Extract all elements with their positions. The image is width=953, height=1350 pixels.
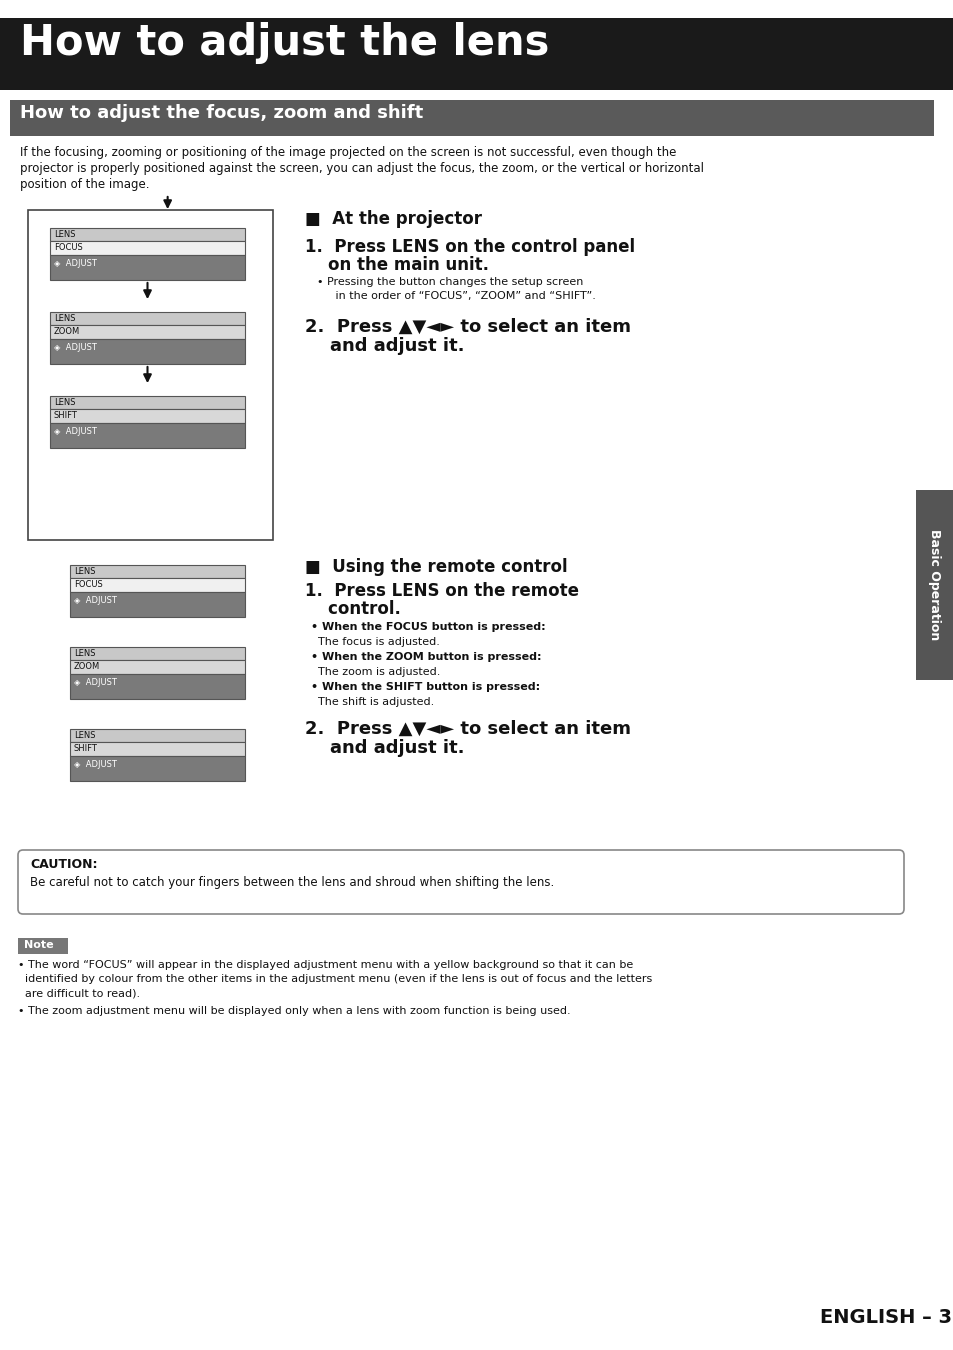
Bar bbox=[70, 660, 245, 674]
Text: ENGLISH – 37: ENGLISH – 37 bbox=[820, 1308, 953, 1327]
Text: SHIFT: SHIFT bbox=[54, 410, 78, 420]
Text: • Pressing the button changes the setup screen: • Pressing the button changes the setup … bbox=[316, 277, 583, 288]
Text: • When the ZOOM button is pressed:: • When the ZOOM button is pressed: bbox=[311, 652, 541, 662]
Bar bbox=[50, 325, 245, 339]
Text: If the focusing, zooming or positioning of the image projected on the screen is : If the focusing, zooming or positioning … bbox=[20, 146, 676, 159]
Bar bbox=[50, 255, 245, 279]
Text: FOCUS: FOCUS bbox=[54, 243, 83, 252]
Bar bbox=[0, 18, 953, 90]
Text: Be careful not to catch your fingers between the lens and shroud when shifting t: Be careful not to catch your fingers bet… bbox=[30, 876, 554, 890]
Text: in the order of “FOCUS”, “ZOOM” and “SHIFT”.: in the order of “FOCUS”, “ZOOM” and “SHI… bbox=[325, 292, 596, 301]
Text: • When the SHIFT button is pressed:: • When the SHIFT button is pressed: bbox=[311, 682, 539, 693]
Text: LENS: LENS bbox=[74, 649, 95, 657]
Text: SHIFT: SHIFT bbox=[74, 744, 98, 753]
Text: 1.  Press LENS on the control panel: 1. Press LENS on the control panel bbox=[305, 238, 635, 256]
Text: ◈  ADJUST: ◈ ADJUST bbox=[74, 595, 117, 605]
Bar bbox=[18, 938, 68, 954]
Text: LENS: LENS bbox=[74, 567, 95, 576]
Bar bbox=[50, 409, 245, 423]
Text: position of the image.: position of the image. bbox=[20, 178, 150, 190]
Text: Note: Note bbox=[24, 940, 53, 950]
Text: LENS: LENS bbox=[54, 315, 75, 323]
Bar bbox=[70, 578, 245, 593]
Text: ZOOM: ZOOM bbox=[54, 327, 80, 336]
Text: are difficult to read).: are difficult to read). bbox=[18, 988, 140, 998]
Text: control.: control. bbox=[305, 599, 400, 618]
Text: How to adjust the lens: How to adjust the lens bbox=[20, 22, 549, 63]
Text: on the main unit.: on the main unit. bbox=[305, 256, 489, 274]
Text: LENS: LENS bbox=[54, 398, 75, 406]
Text: How to adjust the focus, zoom and shift: How to adjust the focus, zoom and shift bbox=[20, 104, 423, 122]
Bar bbox=[70, 593, 245, 617]
Text: LENS: LENS bbox=[54, 230, 75, 239]
Bar bbox=[50, 228, 245, 242]
FancyBboxPatch shape bbox=[18, 850, 903, 914]
Text: and adjust it.: and adjust it. bbox=[305, 738, 464, 757]
Text: • The zoom adjustment menu will be displayed only when a lens with zoom function: • The zoom adjustment menu will be displ… bbox=[18, 1006, 570, 1017]
Text: 2.  Press ▲▼◄► to select an item: 2. Press ▲▼◄► to select an item bbox=[305, 319, 630, 336]
Text: ZOOM: ZOOM bbox=[74, 662, 100, 671]
Text: ◈  ADJUST: ◈ ADJUST bbox=[54, 427, 97, 436]
Text: • The word “FOCUS” will appear in the displayed adjustment menu with a yellow ba: • The word “FOCUS” will appear in the di… bbox=[18, 960, 633, 971]
Text: ◈  ADJUST: ◈ ADJUST bbox=[74, 678, 117, 687]
Bar bbox=[70, 566, 245, 578]
Text: 2.  Press ▲▼◄► to select an item: 2. Press ▲▼◄► to select an item bbox=[305, 720, 630, 738]
Text: ◈  ADJUST: ◈ ADJUST bbox=[54, 343, 97, 352]
Text: projector is properly positioned against the screen, you can adjust the focus, t: projector is properly positioned against… bbox=[20, 162, 703, 176]
Bar bbox=[50, 312, 245, 325]
Bar bbox=[50, 423, 245, 448]
Text: The focus is adjusted.: The focus is adjusted. bbox=[311, 637, 439, 647]
Bar bbox=[50, 396, 245, 409]
Text: 1.  Press LENS on the remote: 1. Press LENS on the remote bbox=[305, 582, 578, 599]
Bar bbox=[70, 743, 245, 756]
Bar bbox=[10, 100, 933, 136]
Text: ◈  ADJUST: ◈ ADJUST bbox=[74, 760, 117, 770]
Text: • When the FOCUS button is pressed:: • When the FOCUS button is pressed: bbox=[311, 622, 545, 632]
Text: ■  Using the remote control: ■ Using the remote control bbox=[305, 558, 567, 576]
Text: LENS: LENS bbox=[74, 730, 95, 740]
Text: CAUTION:: CAUTION: bbox=[30, 859, 97, 871]
Bar bbox=[70, 674, 245, 699]
Bar bbox=[28, 211, 273, 540]
Bar bbox=[70, 647, 245, 660]
Text: ◈  ADJUST: ◈ ADJUST bbox=[54, 259, 97, 269]
Text: identified by colour from the other items in the adjustment menu (even if the le: identified by colour from the other item… bbox=[18, 973, 652, 984]
Bar bbox=[70, 729, 245, 742]
Text: and adjust it.: and adjust it. bbox=[305, 338, 464, 355]
Text: Basic Operation: Basic Operation bbox=[927, 529, 941, 641]
Text: The zoom is adjusted.: The zoom is adjusted. bbox=[311, 667, 440, 676]
Text: The shift is adjusted.: The shift is adjusted. bbox=[311, 697, 434, 707]
Text: FOCUS: FOCUS bbox=[74, 580, 103, 589]
Bar bbox=[50, 242, 245, 255]
Bar bbox=[915, 490, 953, 680]
Bar bbox=[50, 339, 245, 365]
Bar bbox=[70, 756, 245, 782]
Text: ■  At the projector: ■ At the projector bbox=[305, 211, 481, 228]
